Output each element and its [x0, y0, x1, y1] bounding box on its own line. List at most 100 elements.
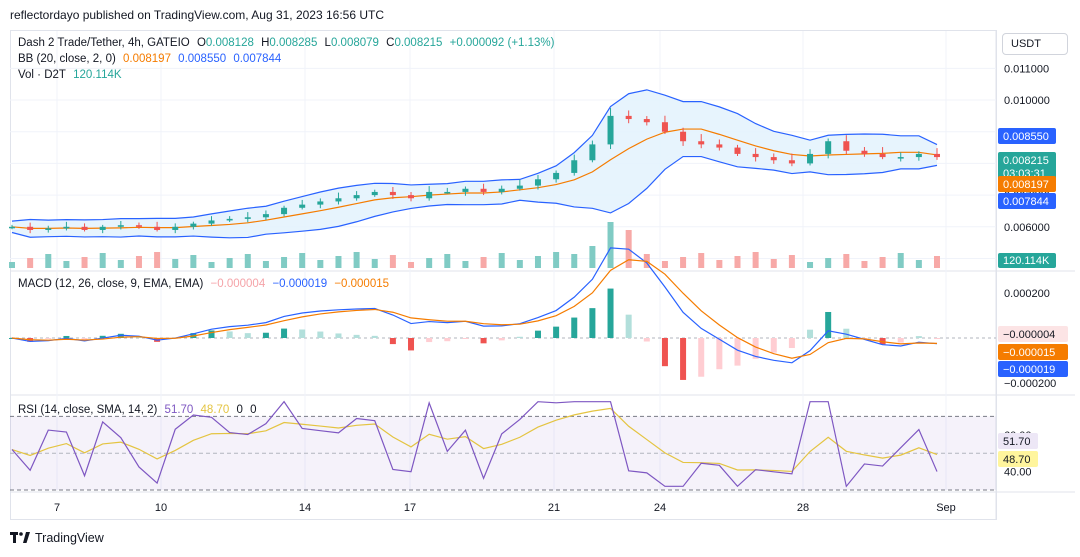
macd-histogram-bar: [698, 338, 705, 377]
volume-bar: [172, 259, 179, 268]
ohlc-o-label: O: [196, 37, 206, 49]
volume-bar: [408, 262, 415, 268]
volume-bar: [281, 257, 288, 268]
rsi-extra-b: 0: [250, 404, 257, 416]
candle-body: [99, 226, 106, 230]
candle-body: [897, 157, 904, 159]
candle-body: [262, 214, 269, 218]
macd-histogram-bar: [770, 338, 777, 353]
volume-bar: [825, 258, 832, 268]
volume-bar: [716, 260, 723, 268]
price-axis-tick: 0.011000: [1004, 63, 1049, 75]
time-axis-tick: 7: [54, 502, 60, 514]
macd-histogram-bar: [807, 329, 814, 338]
macd-histogram-bar: [553, 326, 560, 338]
rsi-line: [11, 400, 938, 488]
volume-bar: [915, 260, 922, 268]
macd-histogram-bar: [262, 332, 269, 338]
candle-body: [335, 198, 342, 202]
volume-bar: [897, 253, 904, 268]
candle-body: [444, 191, 451, 194]
macd-axis-tick: −0.000200: [1004, 378, 1056, 390]
candle-body: [516, 185, 523, 189]
volume-bar: [9, 262, 15, 268]
candle-body: [661, 122, 668, 132]
candle-body: [299, 204, 306, 208]
bb-legend[interactable]: BB (20, close, 2, 0) 0.008197 0.008550 0…: [18, 53, 285, 65]
macd-axis-tick: 0.000200: [1004, 288, 1050, 300]
candle-body: [625, 115, 632, 120]
candle-body: [317, 201, 324, 205]
publisher-line: reflectordayo published on TradingView.c…: [10, 8, 385, 22]
macd-badge: [998, 361, 1068, 377]
volume-bar: [244, 254, 251, 268]
macd-histogram-bar: [788, 338, 795, 349]
volume-bar: [589, 246, 596, 268]
macd-histogram-bar: [825, 311, 832, 338]
volume-bar: [335, 256, 342, 268]
macd-histogram-bar: [516, 336, 523, 338]
candle-body: [154, 226, 161, 230]
macd-signal-value: −0.000015: [334, 278, 390, 290]
macd-histogram-bar: [408, 338, 415, 351]
candle-body: [63, 226, 70, 229]
macd-legend[interactable]: MACD (12, 26, close, 9, EMA, EMA) −0.000…: [18, 278, 393, 290]
candle-body: [45, 228, 52, 230]
macd-histogram-bar: [426, 338, 433, 343]
macd-histogram-bar: [81, 338, 88, 340]
candle-body: [589, 144, 596, 161]
volume-bar: [788, 255, 795, 268]
ohlc-high: 0.008285: [269, 37, 318, 49]
candle-body: [807, 153, 814, 164]
macd-histogram-bar: [915, 336, 922, 338]
time-axis-tick: Sep: [936, 502, 956, 514]
ohlc-close: 0.008215: [394, 37, 443, 49]
time-axis-tick: 28: [797, 502, 809, 514]
volume-badge-label: 120.114K: [1003, 255, 1050, 267]
vol-label: Vol · D2T: [18, 69, 66, 81]
candle-body: [226, 218, 233, 221]
volume-bar: [371, 259, 378, 268]
candle-body: [353, 195, 360, 199]
candle-body: [734, 147, 741, 154]
macd-histogram-bar: [897, 338, 904, 343]
price-badge: [998, 193, 1056, 209]
price-axis-tick: 0.006000: [1004, 222, 1050, 234]
candle-body: [716, 144, 723, 148]
macd-histogram-bar: [335, 333, 342, 338]
macd-hist-value: −0.000004: [210, 278, 266, 290]
volume-bar: [553, 252, 560, 268]
macd-histogram-bar: [752, 338, 759, 359]
macd-histogram-bar: [534, 330, 541, 338]
volume-bar: [498, 253, 505, 268]
brand[interactable]: TradingView: [10, 531, 104, 545]
bb-label: BB (20, close, 2, 0): [18, 53, 116, 65]
macd-histogram-bar: [444, 338, 451, 342]
macd-line: [11, 247, 938, 364]
candle-body: [208, 220, 215, 224]
currency-button[interactable]: USDT: [1002, 33, 1068, 55]
tradingview-logo-icon: [10, 532, 30, 543]
macd-histogram-bar: [317, 331, 324, 338]
volume-bar: [516, 260, 523, 268]
macd-label: MACD (12, 26, close, 9, EMA, EMA): [18, 278, 204, 290]
rsi-badge-label: 48.70: [1003, 454, 1031, 466]
macd-badge-label: −0.000015: [1003, 347, 1055, 359]
vol-legend[interactable]: Vol · D2T 120.114K: [18, 69, 126, 81]
volume-bar: [698, 253, 705, 268]
candle-body: [553, 172, 560, 180]
volume-bar: [480, 257, 487, 268]
ohlc-c-label: C: [386, 37, 395, 49]
time-axis-tick: 10: [155, 502, 167, 514]
candle-body: [825, 141, 832, 154]
volume-bar: [843, 254, 850, 268]
rsi-badge: [998, 451, 1038, 467]
rsi-legend[interactable]: RSI (14, close, SMA, 14, 2) 51.70 48.70 …: [18, 404, 261, 416]
macd-badge-label: −0.000019: [1003, 364, 1055, 376]
ohlc-low: 0.008079: [330, 37, 379, 49]
candle-body: [915, 153, 922, 158]
candle-body: [571, 160, 578, 173]
volume-bar: [661, 261, 668, 268]
volume-bar: [861, 261, 868, 268]
